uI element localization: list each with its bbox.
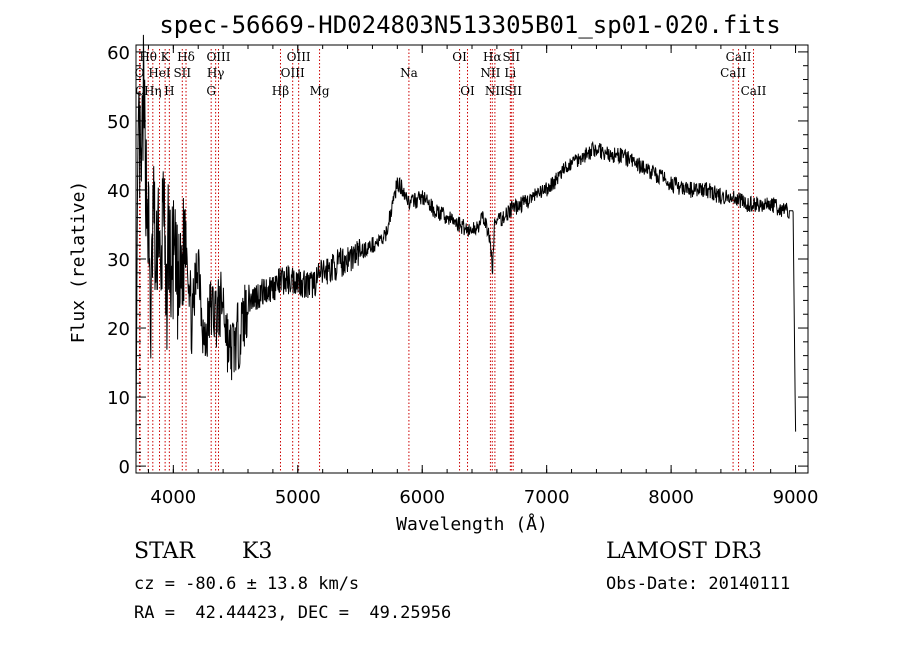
y-tick-label: 40 [107, 181, 130, 202]
y-tick-label: 20 [107, 319, 130, 340]
marker-label: NII [485, 84, 505, 98]
marker-label: CaII [720, 66, 746, 80]
marker-label: Li [504, 66, 516, 80]
x-axis-label: Wavelength (Å) [396, 513, 548, 535]
marker-label: G [206, 84, 216, 98]
marker-label: SII [173, 66, 191, 80]
marker-label: Na [400, 66, 418, 80]
marker-label: NII [480, 66, 500, 80]
chart-title: spec-56669-HD024803N513305B01_sp01-020.f… [159, 11, 780, 39]
marker-label: OI [452, 50, 467, 64]
x-tick-label: 5000 [275, 487, 321, 508]
y-tick-label: 30 [107, 250, 130, 271]
x-tick-label: 8000 [648, 487, 694, 508]
marker-label: SII [502, 50, 520, 64]
y-tick-label: 0 [119, 457, 130, 478]
marker-label: OIII [287, 50, 311, 64]
x-tick-label: 9000 [773, 487, 819, 508]
marker-label: H [164, 84, 174, 98]
marker-label: OI [460, 84, 475, 98]
marker-label: Hη [144, 84, 162, 98]
marker-label: Hα [483, 50, 502, 64]
marker-label: O [135, 84, 145, 98]
line-labels: Hθ OO K HeI Hη H Hδ SII OIII Hγ G OIII OIII Hβ Mg Na OI O… [135, 50, 767, 98]
line-markers [138, 49, 754, 473]
y-tick-label: 50 [107, 112, 130, 133]
marker-label: Hδ [177, 50, 195, 64]
survey-name: LAMOST DR3 [606, 539, 762, 564]
marker-label: O [135, 66, 145, 80]
y-axis-label: Flux (relative) [68, 181, 89, 344]
marker-label: Hγ [207, 66, 225, 80]
object-class: STAR [134, 539, 195, 564]
marker-label: Hθ [139, 50, 157, 64]
marker-label: CaII [741, 84, 767, 98]
marker-label: HeI [148, 66, 171, 80]
series-group [135, 34, 797, 467]
obs-date: Obs-Date: 20140111 [606, 574, 791, 594]
x-axis: 4000 5000 6000 7000 8000 9000 [147, 45, 819, 508]
marker-label: Mg [310, 84, 330, 98]
redshift-text: cz = -80.6 ± 13.8 km/s [134, 574, 360, 594]
marker-label: Hβ [272, 84, 289, 98]
marker-label: SII [504, 84, 522, 98]
ra-dec-text: RA = 42.44423, DEC = 49.25956 [134, 603, 452, 623]
y-tick-label: 10 [107, 388, 130, 409]
marker-label: OIII [281, 66, 305, 80]
marker-label: OIII [206, 50, 230, 64]
y-axis: 0 10 20 30 40 50 60 [107, 43, 808, 478]
plot-frame [135, 44, 809, 474]
x-tick-label: 4000 [150, 487, 196, 508]
flux-series-line [135, 34, 797, 467]
marker-label: CaII [726, 50, 752, 64]
marker-label: K [161, 50, 171, 64]
x-tick-label: 6000 [399, 487, 445, 508]
x-tick-label: 7000 [524, 487, 570, 508]
object-subclass: K3 [242, 539, 273, 564]
y-tick-label: 60 [107, 43, 130, 64]
